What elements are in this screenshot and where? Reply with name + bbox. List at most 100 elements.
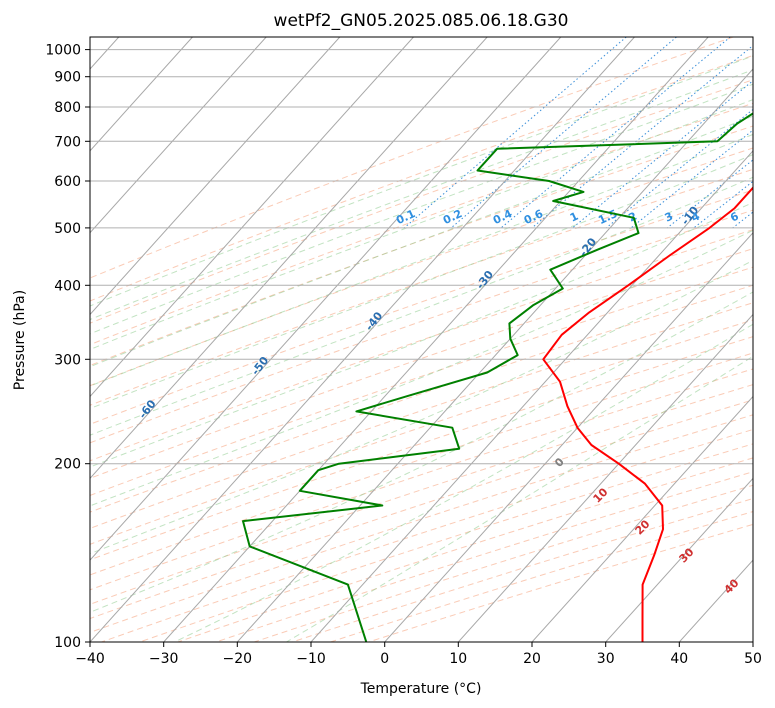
mixing-ratio-label: 8 <box>757 210 769 225</box>
isotherm <box>605 477 753 642</box>
isotherm-label: -70 <box>21 443 44 467</box>
mixing-ratio-label: 1 <box>568 210 580 225</box>
moist-adiabat <box>174 323 753 642</box>
mixing-ratio-label: 0.6 <box>522 207 545 227</box>
moist-adiabat <box>90 176 753 436</box>
x-tick-label: 0 <box>380 651 389 667</box>
y-tick-label: 800 <box>54 100 81 116</box>
moist-adiabat <box>90 133 753 387</box>
mixing-ratio-line <box>450 37 677 229</box>
x-tick-label: 20 <box>523 651 541 667</box>
y-tick-label: 100 <box>54 635 81 651</box>
dry-adiabat <box>215 471 753 642</box>
dry-adiabat <box>90 229 753 462</box>
dry-adiabat <box>90 352 753 576</box>
dry-adiabat <box>90 336 753 561</box>
chart-title: wetPf2_GN05.2025.085.06.18.G30 <box>274 11 569 31</box>
moist-adiabat <box>90 291 753 613</box>
x-axis: −40 −30 −20 −10 0 10 20 30 40 50 <box>75 642 762 667</box>
mixing-ratio-line <box>761 37 775 228</box>
dry-adiabat <box>90 37 734 279</box>
isotherm <box>90 37 193 152</box>
isotherm <box>90 37 341 316</box>
dry-adiabat <box>139 443 753 642</box>
moist-adiabat <box>90 55 753 307</box>
dry-adiabat <box>90 125 753 367</box>
isotherm <box>384 232 753 642</box>
isotherm <box>457 313 753 642</box>
y-tick-label: 400 <box>54 278 81 294</box>
dry-adiabat <box>90 209 753 444</box>
dry-adiabat <box>254 484 753 642</box>
isotherm-label: -30 <box>474 268 497 292</box>
moist-adiabat-label: 10 <box>591 485 611 505</box>
isotherm <box>678 559 753 642</box>
moist-adiabat <box>90 99 753 351</box>
moist-adiabat <box>90 154 753 410</box>
moist-adiabat-label: 30 <box>677 545 697 565</box>
moist-adiabat <box>90 201 753 468</box>
dry-adiabat <box>90 414 753 633</box>
y-tick-label: 900 <box>54 70 81 86</box>
dry-adiabat <box>90 284 753 513</box>
dry-adiabat <box>90 368 753 591</box>
y-axis: 100 200 300 400 500 600 700 800 900 1000 <box>45 43 90 651</box>
dry-adiabat <box>90 189 753 425</box>
x-tick-label: −30 <box>149 651 179 667</box>
mixing-ratio-line <box>605 108 753 229</box>
isotherm <box>90 37 562 561</box>
y-tick-label: 1000 <box>45 43 81 59</box>
x-axis-label: Temperature (°C) <box>360 681 482 697</box>
y-tick-label: 200 <box>54 457 81 473</box>
isotherm <box>531 395 753 642</box>
x-tick-label: −20 <box>223 651 253 667</box>
isotherm-label: -20 <box>577 235 600 259</box>
dry-adiabat <box>90 384 753 605</box>
isotherm <box>310 150 753 642</box>
dry-adiabat <box>90 54 753 302</box>
isotherm <box>236 68 753 642</box>
isotherm <box>90 37 488 480</box>
dry-adiabat <box>292 498 753 642</box>
moist-adiabat <box>90 69 753 321</box>
isotherm <box>752 641 753 642</box>
mixing-ratio-line <box>500 37 731 229</box>
x-tick-label: 50 <box>744 651 762 667</box>
profile-lines <box>242 112 753 642</box>
isotherm <box>90 37 635 642</box>
y-tick-label: 700 <box>54 134 81 150</box>
moist-adiabat <box>90 229 753 507</box>
dry-adiabat <box>90 302 753 529</box>
moist-adiabat-label: 40 <box>722 576 742 596</box>
x-tick-label: 40 <box>670 651 688 667</box>
dry-adiabat <box>90 147 753 387</box>
mixing-ratio-line <box>531 44 753 229</box>
mixing-ratio-line <box>572 80 753 229</box>
isotherm <box>90 37 267 234</box>
mixing-ratio-label: 3 <box>663 210 675 225</box>
x-tick-label: −10 <box>296 651 326 667</box>
moist-adiabat <box>90 259 753 555</box>
x-tick-label: −40 <box>75 651 105 667</box>
dry-adiabat <box>368 523 753 642</box>
dry-adiabat <box>90 102 753 346</box>
dry-adiabat <box>90 248 753 479</box>
moist-adiabat <box>286 355 753 642</box>
mixing-ratio-line <box>732 211 753 229</box>
dry-adiabat <box>90 266 753 496</box>
isotherm <box>163 37 709 642</box>
moist-adiabat-label: 0 <box>552 455 567 470</box>
dry-adiabat <box>90 319 753 545</box>
isotherm <box>90 37 414 398</box>
y-tick-label: 500 <box>54 221 81 237</box>
mixing-ratio-line <box>403 37 627 229</box>
x-tick-label: 30 <box>597 651 615 667</box>
dry-adiabat <box>90 168 753 406</box>
plot-frame <box>89 36 754 643</box>
isotherm-label: -40 <box>363 309 386 333</box>
dewpoint-profile-line <box>242 112 753 642</box>
x-tick-label: 10 <box>449 651 467 667</box>
dry-adiabat <box>101 428 753 642</box>
y-tick-label: 600 <box>54 174 81 190</box>
